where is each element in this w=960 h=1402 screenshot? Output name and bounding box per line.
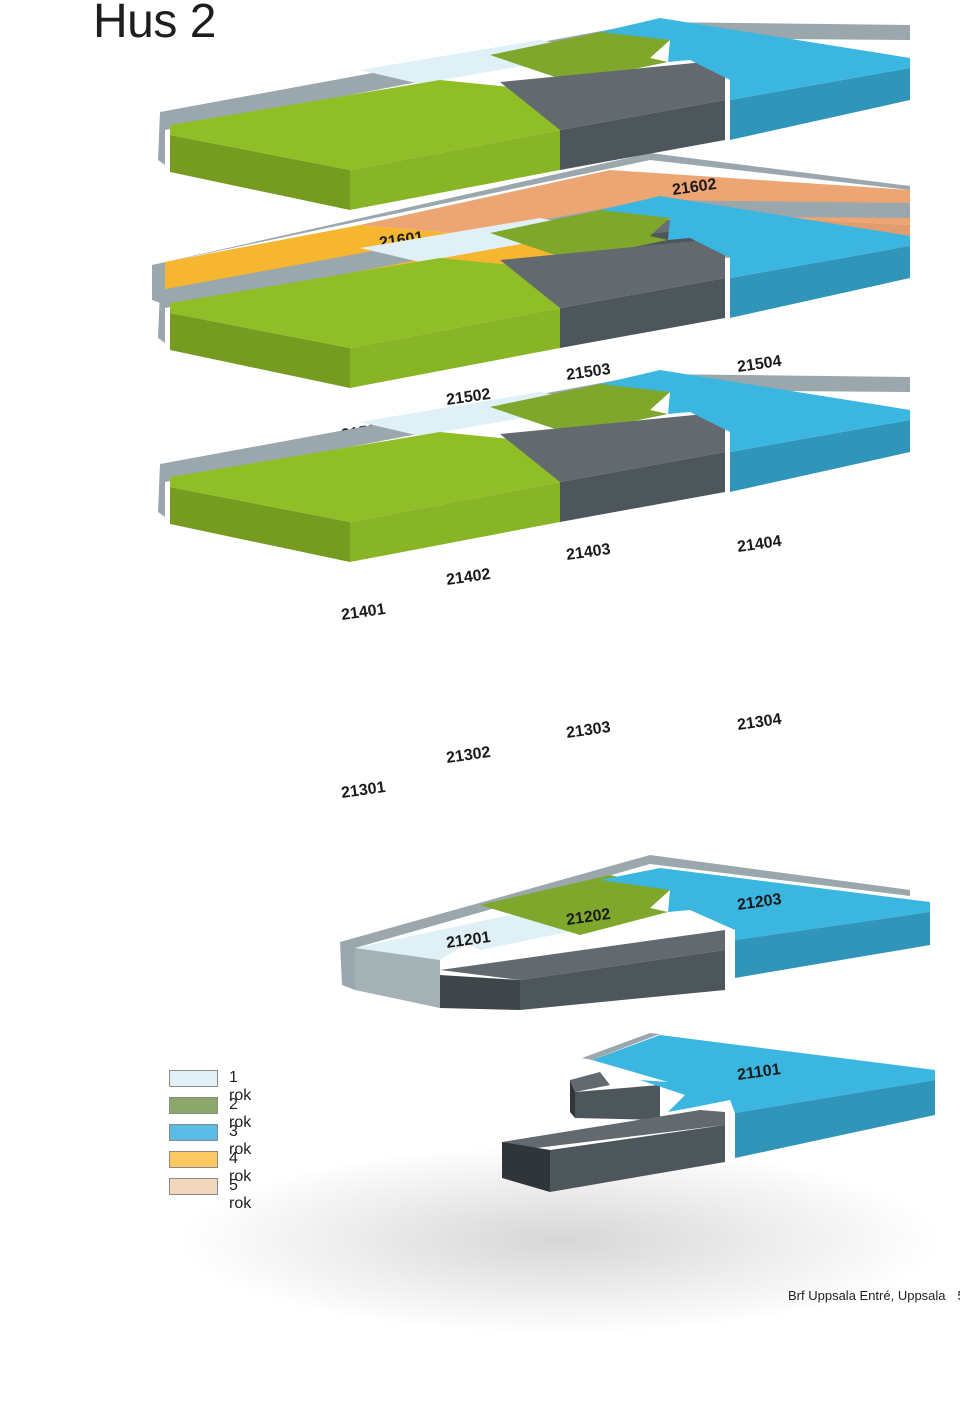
stair-front (560, 100, 725, 170)
apartment-label: 21304 (736, 711, 783, 734)
stair-front (550, 1125, 725, 1192)
legend-swatch (169, 1097, 218, 1114)
floors-layer: 2160121602215012150221503215042140121402… (152, 18, 935, 1192)
stair-top (502, 1110, 725, 1150)
floor-slab: 21101 (502, 1033, 935, 1192)
floor-slab: 21401 21402 21403 21404 (158, 196, 910, 624)
unit-rok2-front-right (350, 130, 560, 210)
floor-slab: 21301 21302 21303 21304 (158, 370, 910, 802)
stair-front (520, 950, 725, 1010)
legend-swatch (169, 1178, 218, 1195)
apartment-label: 21503 (565, 361, 612, 384)
footer: Brf Uppsala Entré, Uppsala 5 (788, 1288, 960, 1303)
stair-top (500, 412, 725, 482)
page-number: 5 (958, 1288, 960, 1303)
unit-rok3-front (730, 420, 910, 492)
stair-top (500, 238, 725, 308)
stair-step-side (570, 1080, 575, 1118)
stair-step-top (570, 1072, 610, 1092)
unit-rok3-top (600, 196, 910, 278)
floor-rim (152, 153, 910, 305)
legend-label: 4 rok (229, 1150, 252, 1185)
unit-rok2-back (490, 208, 670, 260)
unit-rok2-back (490, 30, 670, 82)
unit-rok2-left-top (170, 432, 560, 522)
apartment-label: 21602 (671, 176, 718, 199)
unit-rok2-back (490, 382, 670, 434)
stair-side (502, 1142, 550, 1192)
stair-step-front (575, 1085, 660, 1120)
unit-rok3-top (592, 1035, 935, 1113)
legend-label: 5 rok (229, 1177, 252, 1212)
page-title: Hus 2 (93, 0, 216, 48)
unit-rok3-top (600, 370, 910, 452)
unit-rok3-top (600, 868, 930, 940)
legend-swatch (169, 1124, 218, 1141)
apartment-label: 21101 (736, 1061, 782, 1084)
drop-shadow (180, 1145, 940, 1335)
legend-label: 3 rok (229, 1123, 252, 1158)
unit-rok2-front-right (350, 482, 560, 562)
unit-rok2-left-top (170, 80, 560, 170)
apartment-label: 21201 (445, 929, 492, 952)
unit-rok2-left-front (170, 135, 350, 210)
apartment-label: 21402 (445, 566, 492, 589)
unit-rok3-front (735, 1080, 935, 1158)
floor-rim (582, 1033, 660, 1060)
apartment-label: 21302 (445, 744, 492, 767)
apartment-label: 21202 (565, 906, 612, 929)
stair-top (440, 930, 725, 980)
unit-rok3-front (730, 246, 910, 318)
unit-rok3-front (730, 68, 910, 140)
unit-rok2-front-right (350, 308, 560, 388)
unit-rok3-front (735, 912, 930, 978)
unit-rok2-left-front (170, 487, 350, 562)
stair-front (560, 452, 725, 522)
apartment-label: 21401 (340, 601, 387, 624)
floor-slab: 21501215022150321504 (158, 18, 910, 444)
apartment-label: 21203 (736, 891, 783, 914)
unit-rok1-front (355, 948, 440, 1008)
legend-label: 1 rok (229, 1069, 252, 1104)
stair-top (500, 60, 725, 130)
apartment-label: 21404 (736, 533, 783, 556)
footer-text: Brf Uppsala Entré, Uppsala (788, 1288, 946, 1303)
floor-slab: 21201 21202 21203 (340, 855, 930, 1010)
unit-rok3-top (600, 18, 910, 100)
legend-swatch (169, 1070, 218, 1087)
stair-side (440, 975, 520, 1010)
apartment-label: 21301 (340, 779, 387, 802)
legend-label: 2 rok (229, 1096, 252, 1131)
legend-swatch (169, 1151, 218, 1168)
unit-rok2-back (480, 875, 670, 935)
stair-front (560, 278, 725, 348)
unit-rok2-left-top (170, 258, 560, 348)
apartment-label: 21504 (736, 353, 783, 376)
unit-rok1-top (355, 930, 470, 960)
apartment-label: 21403 (565, 541, 612, 564)
unit-rok2-left-front (170, 313, 350, 388)
apartment-label: 21303 (565, 719, 612, 742)
